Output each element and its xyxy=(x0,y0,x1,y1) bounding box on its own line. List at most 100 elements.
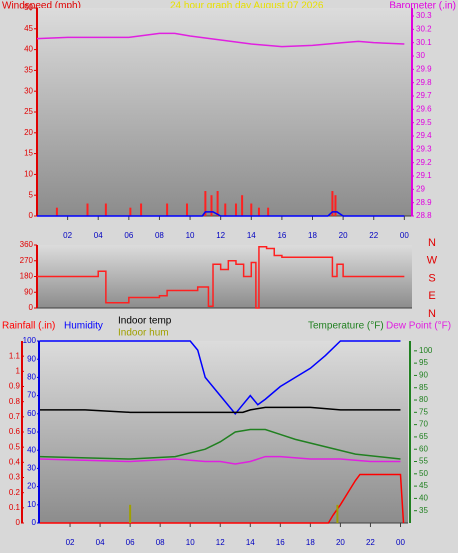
legend-label: Temperature (°F) xyxy=(308,321,384,332)
y-tick-label: 25 xyxy=(24,107,33,116)
compass-label: S xyxy=(428,272,435,284)
x-tick-label: 20 xyxy=(336,538,345,547)
x-tick-label: 04 xyxy=(94,231,103,240)
x-tick-label: 08 xyxy=(155,231,164,240)
y-tick-label: 80 xyxy=(27,373,36,382)
x-tick-label: 04 xyxy=(96,538,105,547)
x-tick-label: 18 xyxy=(306,538,315,547)
y-tick-label: 40 xyxy=(419,494,428,503)
y-tick-label: 30.3 xyxy=(416,11,432,20)
y-tick-label: 270 xyxy=(20,256,34,265)
x-tick-label: 14 xyxy=(246,538,255,547)
y-tick-label: 29 xyxy=(416,184,425,193)
y-tick-label: 50 xyxy=(419,469,428,478)
y-tick-label: 90 xyxy=(419,371,428,380)
y-tick-label: 70 xyxy=(419,420,428,429)
x-tick-label: 22 xyxy=(369,231,378,240)
x-tick-label: 18 xyxy=(308,231,317,240)
y-tick-label: 20 xyxy=(27,482,36,491)
series-line xyxy=(39,455,401,465)
y-tick-label: 29.4 xyxy=(416,131,432,140)
y-tick-label: 29.8 xyxy=(416,78,432,87)
y-tick-label: 90 xyxy=(24,287,33,296)
y-tick-label: 1 xyxy=(16,366,21,375)
y-tick-label: 60 xyxy=(27,409,36,418)
legend-label: Indoor temp xyxy=(118,316,172,327)
x-tick-label: 00 xyxy=(400,231,409,240)
y-tick-label: 0.1 xyxy=(9,503,21,512)
y-tick-label: 28.8 xyxy=(416,211,432,220)
y-tick-label: 100 xyxy=(419,346,433,355)
y-tick-label: 45 xyxy=(419,481,428,490)
y-tick-label: 0 xyxy=(32,518,37,527)
x-tick-label: 10 xyxy=(186,538,195,547)
series-line xyxy=(40,473,405,524)
x-tick-label: 12 xyxy=(216,538,225,547)
x-tick-label: 20 xyxy=(339,231,348,240)
series-line xyxy=(40,406,401,414)
y-tick-label: 55 xyxy=(419,457,428,466)
x-tick-label: 12 xyxy=(216,231,225,240)
y-tick-label: 0.2 xyxy=(9,488,21,497)
series-line xyxy=(36,32,405,48)
y-tick-label: 40 xyxy=(27,445,36,454)
y-tick-label: 0 xyxy=(16,518,21,527)
y-tick-label: 0.7 xyxy=(9,412,21,421)
series-line xyxy=(40,340,401,415)
y-tick-label: 360 xyxy=(20,240,34,249)
compass-label: N xyxy=(428,308,436,320)
x-tick-label: 16 xyxy=(277,231,286,240)
y-tick-label: 0.5 xyxy=(9,442,21,451)
y-tick-label: 45 xyxy=(24,24,33,33)
y-tick-label: 35 xyxy=(24,66,33,75)
plot-background xyxy=(40,341,408,523)
y-tick-label: 60 xyxy=(419,444,428,453)
y-tick-label: 30.1 xyxy=(416,38,432,47)
y-tick-label: 70 xyxy=(27,391,36,400)
y-tick-label: 75 xyxy=(419,407,428,416)
y-tick-label: 180 xyxy=(20,272,34,281)
y-tick-label: 30 xyxy=(416,51,425,60)
x-tick-label: 22 xyxy=(366,538,375,547)
y-tick-label: 10 xyxy=(24,170,33,179)
y-tick-label: 29.6 xyxy=(416,104,432,113)
x-tick-label: 10 xyxy=(186,231,195,240)
y-tick-label: 0.4 xyxy=(9,457,21,466)
x-tick-label: 06 xyxy=(126,538,135,547)
y-tick-label: 5 xyxy=(29,190,34,199)
series-line xyxy=(37,246,405,309)
y-tick-label: 80 xyxy=(419,395,428,404)
barometer-axis-label: Barometer (.in) xyxy=(389,1,456,12)
y-tick-label: 30 xyxy=(27,464,36,473)
legend-label: Indoor hum xyxy=(118,328,169,339)
compass-label: W xyxy=(427,255,438,267)
y-tick-label: 10 xyxy=(27,500,36,509)
y-tick-label: 0 xyxy=(29,303,34,312)
y-tick-label: 85 xyxy=(419,383,428,392)
y-tick-label: 40 xyxy=(24,45,33,54)
legend-label: Humidity xyxy=(64,321,103,332)
y-tick-label: 0.8 xyxy=(9,397,21,406)
x-tick-label: 06 xyxy=(124,231,133,240)
y-tick-label: 29.9 xyxy=(416,64,432,73)
series-line xyxy=(39,428,401,460)
y-tick-label: 90 xyxy=(27,354,36,363)
y-tick-label: 29.1 xyxy=(416,171,432,180)
legend-label: Rainfall (.in) xyxy=(2,321,55,332)
series-line xyxy=(37,211,405,217)
y-tick-label: 0 xyxy=(29,211,34,220)
y-tick-label: 15 xyxy=(24,149,33,158)
y-tick-label: 29.3 xyxy=(416,144,432,153)
y-tick-label: 28.9 xyxy=(416,198,432,207)
y-tick-label: 95 xyxy=(419,358,428,367)
x-tick-label: 00 xyxy=(396,538,405,547)
y-tick-label: 0.3 xyxy=(9,473,21,482)
compass-label: N xyxy=(428,237,436,249)
y-tick-label: 50 xyxy=(27,427,36,436)
y-tick-label: 30 xyxy=(24,86,33,95)
chart-title: 24 hour graph day August 07 2026 xyxy=(170,1,324,12)
x-tick-label: 16 xyxy=(276,538,285,547)
y-tick-label: 29.2 xyxy=(416,158,432,167)
legend-label: Dew Point (°F) xyxy=(386,321,451,332)
